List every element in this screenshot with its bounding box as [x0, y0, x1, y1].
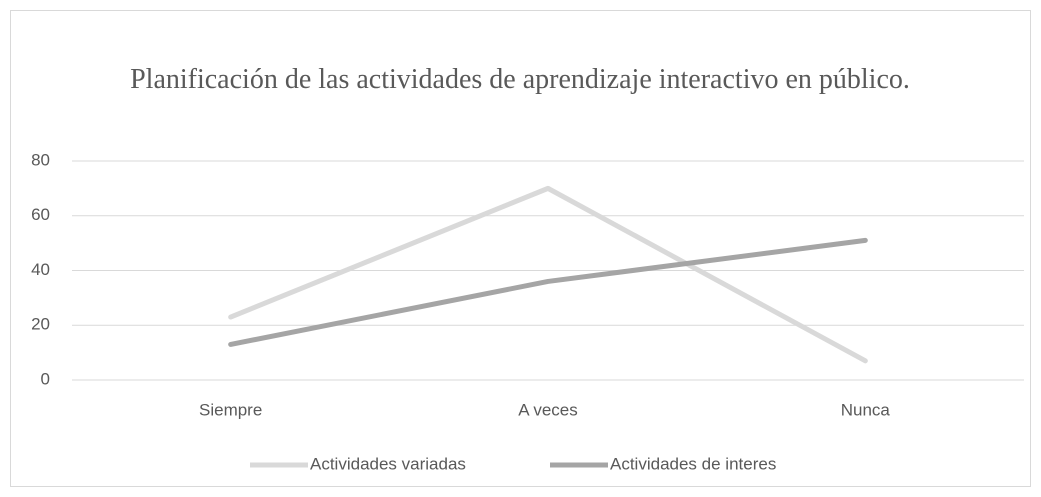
series-line	[228, 185, 868, 364]
x-tick-label: Nunca	[841, 400, 891, 419]
legend-label: Actividades variadas	[310, 454, 466, 473]
series-line	[228, 237, 868, 347]
legend-label: Actividades de interes	[610, 454, 776, 473]
y-tick-label: 40	[31, 260, 50, 279]
chart-title: Planificación de las actividades de apre…	[130, 64, 910, 95]
y-tick-label: 60	[31, 205, 50, 224]
y-tick-label: 20	[31, 315, 50, 334]
x-tick-label: A veces	[518, 400, 578, 419]
chart-border	[10, 10, 1031, 487]
y-tick-label: 80	[31, 150, 50, 169]
x-tick-label: Siempre	[199, 400, 262, 419]
y-tick-label: 0	[41, 369, 50, 388]
